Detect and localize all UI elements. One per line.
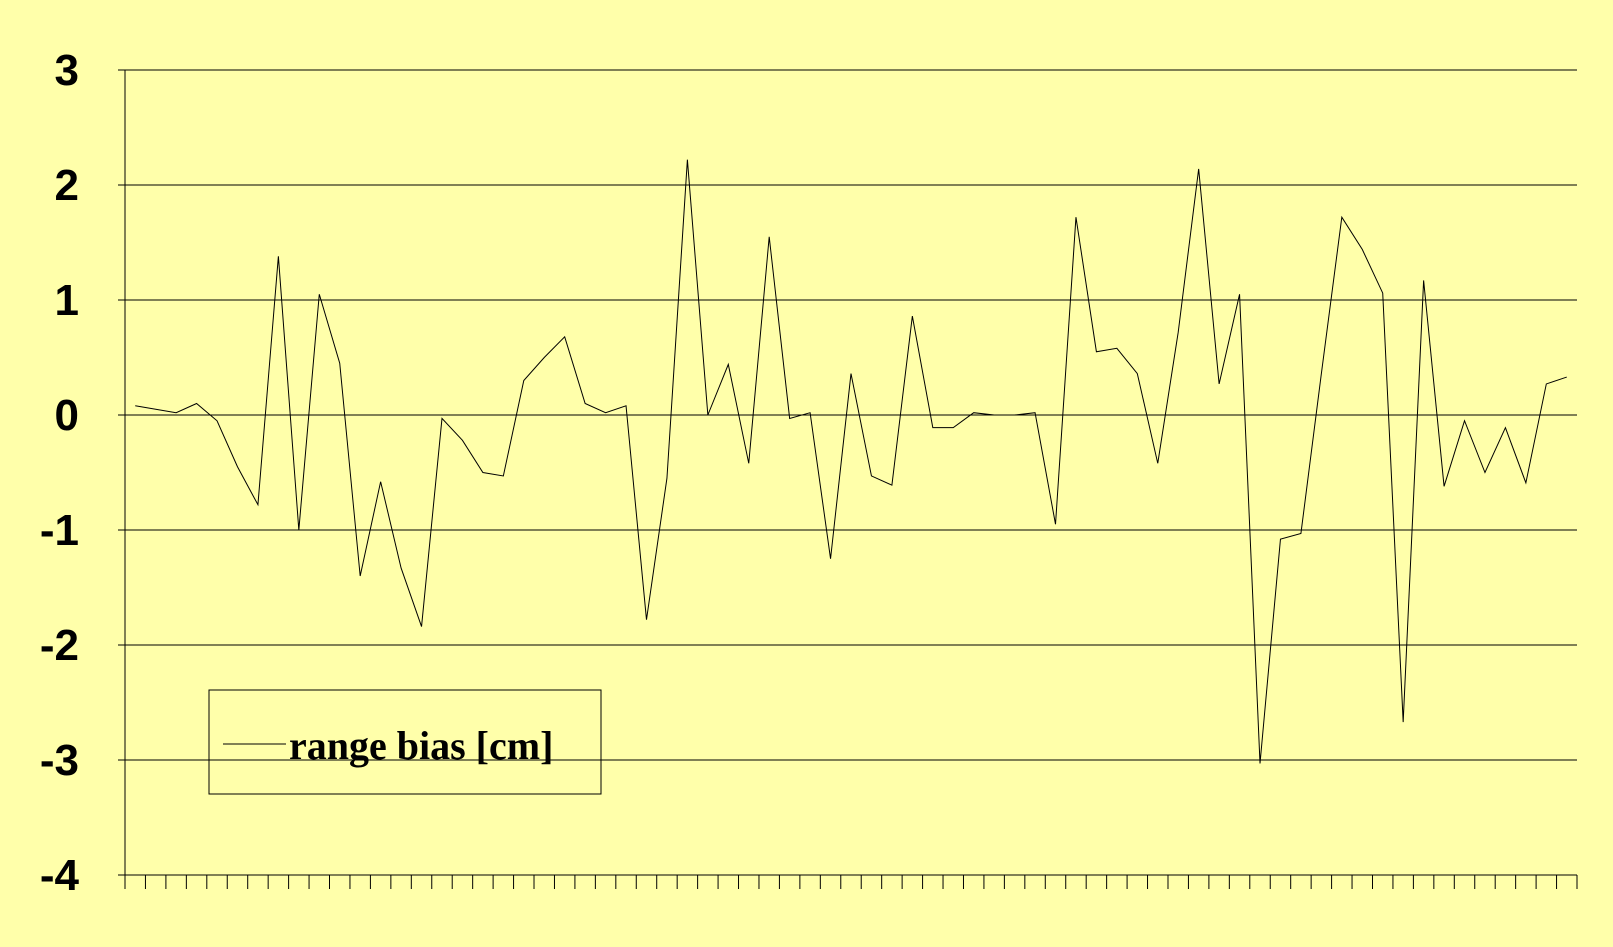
y-tick-label: -1 bbox=[40, 506, 79, 555]
y-axis-tick-labels: 3 2 1 0 -1 -2 -3 -4 bbox=[40, 46, 80, 900]
gridlines bbox=[125, 69, 1577, 761]
y-tick-label: -2 bbox=[40, 621, 79, 670]
legend: range bias [cm] bbox=[208, 689, 602, 795]
y-tick-label: 3 bbox=[55, 46, 79, 95]
y-tick-label: 2 bbox=[55, 161, 79, 210]
y-tick-label: -4 bbox=[40, 851, 80, 900]
axes bbox=[118, 69, 1578, 889]
y-tick-label: 0 bbox=[55, 391, 79, 440]
legend-label: range bias [cm] bbox=[289, 723, 553, 768]
y-tick-label: 1 bbox=[55, 276, 79, 325]
series-line-range-bias bbox=[135, 159, 1567, 764]
legend-box bbox=[208, 689, 602, 795]
y-tick-label: -3 bbox=[40, 736, 79, 785]
series-layer bbox=[135, 159, 1567, 764]
